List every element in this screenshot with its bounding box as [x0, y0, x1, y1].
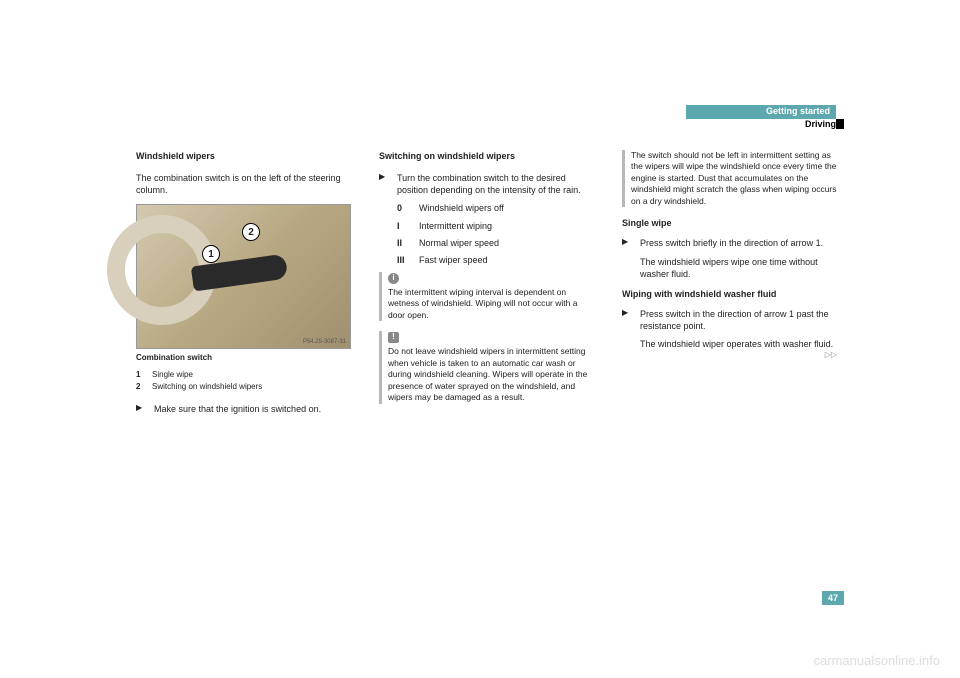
column-2: Switching on windshield wipers ▶ Turn th…: [379, 150, 594, 421]
bullet-text: Turn the combination switch to the desir…: [397, 172, 594, 196]
legend-row: 1 Single wipe: [136, 370, 351, 381]
page-number: 47: [822, 591, 844, 605]
callout-2: 2: [242, 223, 260, 241]
info-note: i The intermittent wiping interval is de…: [379, 272, 594, 321]
option-key: III: [397, 254, 411, 266]
continue-icon: ▷▷: [825, 350, 837, 361]
note-bar: [622, 150, 625, 207]
bullet-icon: ▶: [136, 403, 144, 415]
legend-text: Switching on windshield wipers: [152, 382, 262, 393]
column-1: Windshield wipers The combination switch…: [136, 150, 351, 421]
bullet-icon: ▶: [622, 237, 630, 249]
option-key: 0: [397, 202, 411, 214]
bullet-item: ▶ Turn the combination switch to the des…: [379, 172, 594, 196]
legend-row: 2 Switching on windshield wipers: [136, 382, 351, 393]
figure-combination-switch: 1 2 P54.25-3087-31: [136, 204, 351, 349]
option-row: II Normal wiper speed: [379, 237, 594, 249]
col1-heading: Windshield wipers: [136, 150, 351, 162]
option-row: III Fast wiper speed: [379, 254, 594, 266]
column-3: The switch should not be left in intermi…: [622, 150, 837, 421]
note-text: The switch should not be left in intermi…: [631, 150, 837, 207]
info-note: The switch should not be left in intermi…: [622, 150, 837, 207]
option-row: 0 Windshield wipers off: [379, 202, 594, 214]
col1-para1: The combination switch is on the left of…: [136, 172, 351, 196]
follow-text-inner: The windshield wiper operates with washe…: [640, 339, 833, 349]
col3-heading-washer: Wiping with windshield washer fluid: [622, 288, 837, 300]
warning-icon: !: [388, 332, 399, 343]
bullet-text: Press switch briefly in the direction of…: [640, 237, 823, 249]
option-text: Windshield wipers off: [419, 202, 504, 214]
option-text: Intermittent wiping: [419, 220, 492, 232]
legend-text: Single wipe: [152, 370, 193, 381]
bullet-icon: ▶: [379, 172, 387, 196]
bullet-item: ▶ Make sure that the ignition is switche…: [136, 403, 351, 415]
note-body: The switch should not be left in intermi…: [631, 150, 837, 207]
figure-caption: Combination switch: [136, 353, 351, 364]
bullet-text: Make sure that the ignition is switched …: [154, 403, 321, 415]
note-body: i The intermittent wiping interval is de…: [388, 272, 594, 321]
follow-text: The windshield wipers wipe one time with…: [622, 256, 837, 280]
watermark: carmanualsonline.info: [814, 653, 940, 668]
option-row: I Intermittent wiping: [379, 220, 594, 232]
note-body: ! Do not leave windshield wipers in inte…: [388, 331, 594, 403]
header-section: Getting started: [686, 105, 836, 119]
bullet-item: ▶ Press switch in the direction of arrow…: [622, 308, 837, 332]
option-key: II: [397, 237, 411, 249]
legend-num: 1: [136, 370, 146, 381]
follow-text: The windshield wiper operates with washe…: [622, 338, 837, 350]
option-text: Fast wiper speed: [419, 254, 488, 266]
col2-heading: Switching on windshield wipers: [379, 150, 594, 162]
note-bar: [379, 272, 382, 321]
legend-num: 2: [136, 382, 146, 393]
header-tab: [836, 119, 844, 129]
figure-legend: 1 Single wipe 2 Switching on windshield …: [136, 370, 351, 393]
note-text: Do not leave windshield wipers in interm…: [388, 346, 594, 403]
note-text: The intermittent wiping interval is depe…: [388, 287, 594, 321]
info-icon: i: [388, 273, 399, 284]
header-subsection: Driving: [805, 119, 836, 129]
callout-1: 1: [202, 245, 220, 263]
warning-note: ! Do not leave windshield wipers in inte…: [379, 331, 594, 403]
figure-ref: P54.25-3087-31: [303, 338, 346, 346]
option-text: Normal wiper speed: [419, 237, 499, 249]
bullet-text: Press switch in the direction of arrow 1…: [640, 308, 837, 332]
note-bar: [379, 331, 382, 403]
bullet-icon: ▶: [622, 308, 630, 332]
option-key: I: [397, 220, 411, 232]
bullet-item: ▶ Press switch briefly in the direction …: [622, 237, 837, 249]
content-columns: Windshield wipers The combination switch…: [136, 150, 837, 421]
col3-heading-single: Single wipe: [622, 217, 837, 229]
